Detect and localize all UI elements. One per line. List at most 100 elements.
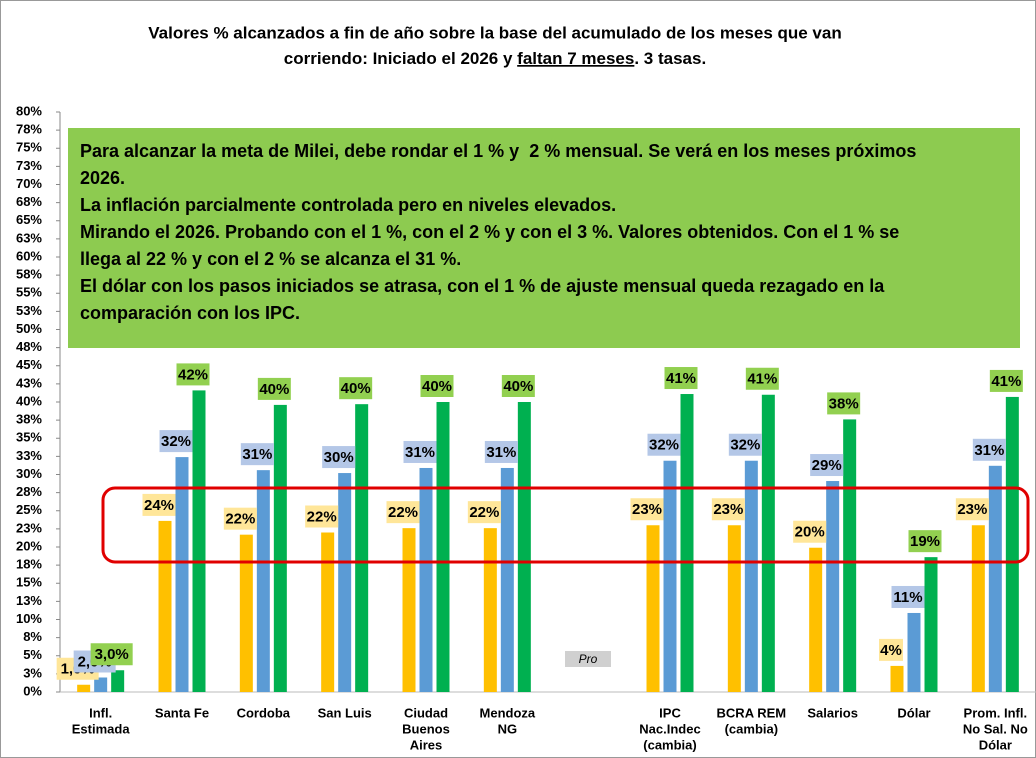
y-tick-label: 50% bbox=[16, 321, 42, 336]
bar bbox=[192, 390, 206, 692]
value-label-bg bbox=[501, 375, 535, 397]
bar bbox=[744, 460, 758, 692]
value-label: 22% bbox=[469, 504, 499, 521]
value-label: 42% bbox=[178, 366, 208, 383]
note-box bbox=[565, 651, 611, 667]
value-label-bg bbox=[159, 430, 193, 453]
chart-title: corriendo: Iniciado el 2026 y faltan 7 m… bbox=[284, 49, 706, 68]
value-label: 29% bbox=[812, 457, 842, 474]
value-label-bg bbox=[305, 505, 339, 528]
bar bbox=[419, 467, 433, 692]
value-label-bg bbox=[745, 367, 779, 390]
bar bbox=[77, 684, 91, 692]
y-tick-label: 63% bbox=[16, 230, 42, 245]
value-label-bg bbox=[420, 375, 454, 397]
value-label: 38% bbox=[829, 395, 859, 412]
value-label-bg bbox=[989, 369, 1023, 392]
bar bbox=[1005, 396, 1019, 692]
value-label: 19% bbox=[910, 533, 940, 550]
value-label: 11% bbox=[893, 589, 922, 606]
bar bbox=[355, 404, 369, 692]
y-tick-label: 55% bbox=[16, 285, 42, 300]
x-tick-label: Nac.Indec bbox=[639, 721, 700, 736]
value-label-bg bbox=[664, 367, 698, 390]
value-label-bg bbox=[810, 454, 844, 477]
bar bbox=[663, 460, 677, 692]
value-label-bg bbox=[257, 377, 291, 400]
value-label: 40% bbox=[259, 381, 289, 398]
x-tick-label: Santa Fe bbox=[155, 705, 209, 720]
value-label-bg bbox=[630, 498, 664, 521]
value-label-bg bbox=[176, 363, 210, 386]
y-tick-label: 38% bbox=[16, 412, 42, 427]
x-tick-label: San Luis bbox=[318, 705, 372, 720]
x-tick-label: Dólar bbox=[979, 737, 1012, 752]
annotation-line: llega al 22 % y con el 2 % se alcanza el… bbox=[80, 249, 461, 269]
bar bbox=[256, 470, 270, 692]
x-tick-label: Buenos bbox=[402, 721, 450, 736]
value-label-bg bbox=[972, 438, 1006, 461]
value-label-bg bbox=[467, 501, 501, 524]
value-label: 41% bbox=[747, 371, 777, 388]
value-label: 22% bbox=[225, 511, 255, 528]
value-label: 41% bbox=[991, 373, 1021, 390]
value-label-bg bbox=[891, 585, 925, 608]
x-tick-label: Infl. bbox=[89, 705, 112, 720]
x-tick-label: BCRA REM bbox=[717, 705, 787, 720]
value-label: 20% bbox=[795, 524, 825, 541]
chart-title: Valores % alcanzados a fin de año sobre … bbox=[148, 23, 841, 42]
y-tick-label: 58% bbox=[16, 267, 42, 282]
value-label: 31% bbox=[405, 444, 435, 461]
value-label: 23% bbox=[713, 501, 743, 518]
bar bbox=[94, 677, 108, 692]
value-label-bg bbox=[793, 520, 827, 543]
annotation-line: 2026. bbox=[80, 168, 125, 188]
bar bbox=[988, 465, 1002, 692]
x-tick-label: Dólar bbox=[897, 705, 930, 720]
value-label-bg bbox=[728, 433, 762, 456]
value-label: 32% bbox=[649, 437, 679, 454]
bar bbox=[809, 547, 823, 692]
bar bbox=[680, 394, 694, 692]
y-tick-label: 60% bbox=[16, 248, 42, 263]
x-tick-label: Salarios bbox=[807, 705, 858, 720]
value-label: 31% bbox=[486, 444, 516, 461]
annotation-line: Para alcanzar la meta de Milei, debe ron… bbox=[80, 141, 916, 161]
bar bbox=[158, 520, 172, 692]
value-label: 22% bbox=[388, 504, 418, 521]
value-label-bg bbox=[339, 377, 373, 400]
value-label: 3,0% bbox=[95, 646, 129, 663]
bar bbox=[175, 457, 189, 692]
bar bbox=[483, 528, 497, 692]
value-label-bg bbox=[386, 501, 420, 524]
x-tick-label: Mendoza bbox=[480, 705, 536, 720]
bar bbox=[402, 528, 416, 692]
x-tick-label: NG bbox=[498, 721, 518, 736]
y-tick-label: 45% bbox=[16, 357, 42, 372]
annotation-line: La inflación parcialmente controlada per… bbox=[80, 195, 616, 215]
x-tick-label: No Sal. No bbox=[963, 721, 1028, 736]
value-label: 22% bbox=[307, 508, 337, 525]
value-label: 4% bbox=[880, 642, 902, 659]
value-label-bg bbox=[223, 507, 257, 530]
value-label: 32% bbox=[161, 433, 191, 450]
title-part: faltan 7 meses bbox=[517, 49, 634, 68]
y-tick-label: 65% bbox=[16, 212, 42, 227]
value-label: 30% bbox=[324, 449, 354, 466]
annotation-line: El dólar con los pasos iniciados se atra… bbox=[80, 276, 885, 296]
value-label-bg bbox=[240, 443, 274, 466]
y-tick-label: 40% bbox=[16, 393, 42, 408]
bar bbox=[890, 665, 904, 692]
y-tick-label: 43% bbox=[16, 375, 42, 390]
value-label-bg bbox=[142, 493, 176, 516]
bar bbox=[517, 402, 531, 692]
bar bbox=[843, 419, 857, 692]
y-tick-label: 5% bbox=[23, 647, 42, 662]
x-tick-label: Aires bbox=[410, 737, 443, 752]
y-tick-label: 80% bbox=[16, 103, 42, 118]
value-label-bg bbox=[908, 530, 942, 553]
bar bbox=[111, 670, 125, 692]
y-tick-label: 33% bbox=[16, 448, 42, 463]
value-label-bg bbox=[711, 498, 745, 521]
y-tick-label: 15% bbox=[16, 575, 42, 590]
